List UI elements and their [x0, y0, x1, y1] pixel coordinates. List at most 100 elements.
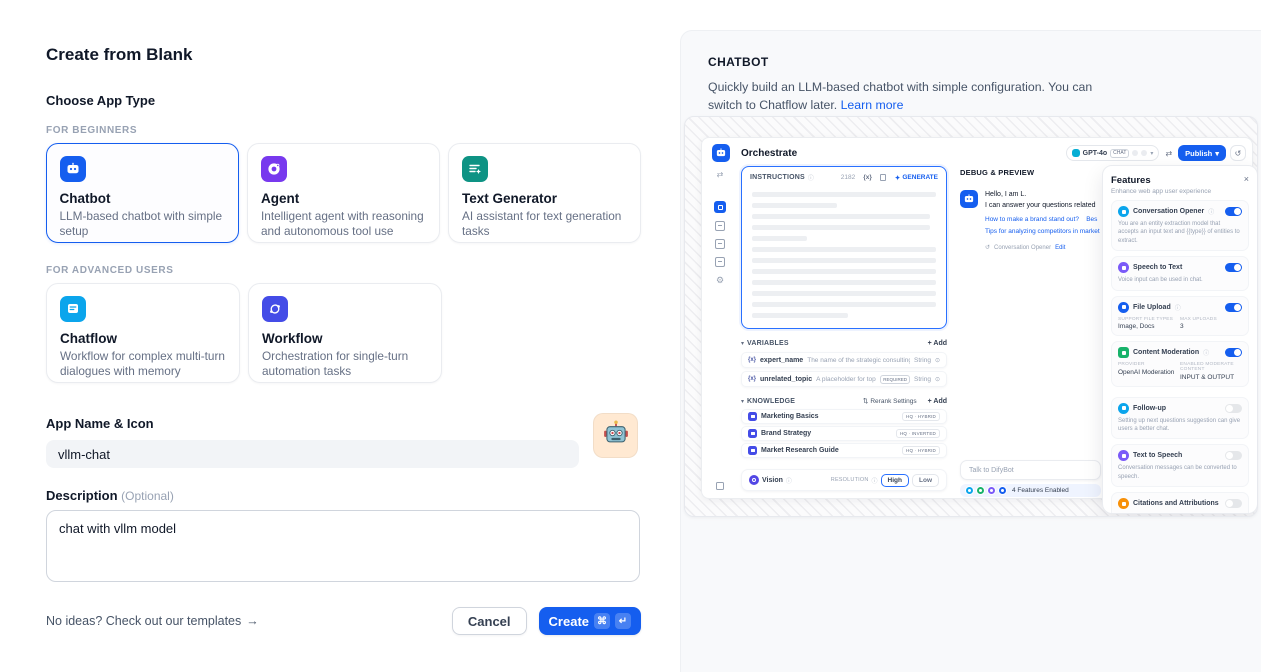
add-variable-button[interactable]: + Add: [927, 339, 947, 347]
feature-mini-icon: [998, 486, 1007, 495]
info-icon: ⓘ: [1174, 305, 1181, 312]
sidebar-doc-icon[interactable]: [715, 239, 725, 249]
feature-item-file-upload[interactable]: File Upload ⓘ SUPPORT FILE TYPES Image, D…: [1111, 295, 1249, 337]
toggle-off[interactable]: [1225, 451, 1242, 461]
preview-description: Quickly build an LLM-based chatbot with …: [708, 80, 1093, 113]
choose-app-type-heading: Choose App Type: [46, 93, 156, 108]
index-mode-badge: HQ · HYBRID: [902, 446, 940, 455]
cancel-button[interactable]: Cancel: [451, 607, 527, 635]
feature-item-speech-to-text[interactable]: Speech to Text Voice input can be used i…: [1111, 256, 1249, 291]
gear-icon[interactable]: ⚙: [715, 275, 725, 285]
variable-row[interactable]: {x} unrelated_topic A placeholder for to…: [741, 371, 947, 387]
config-column: INSTRUCTIONS ⓘ 2182 {x} ✦ GENERATE: [741, 166, 947, 491]
orchestrate-title: Orchestrate: [741, 147, 798, 159]
variables-section-header: ▾ VARIABLES + Add: [741, 339, 947, 347]
learn-more-link[interactable]: Learn more: [840, 98, 904, 113]
text-generator-icon: [462, 156, 488, 182]
app-type-card-chatbot[interactable]: Chatbot LLM-based chatbot with simple se…: [46, 143, 239, 243]
sidebar-note-icon[interactable]: [715, 257, 725, 267]
variable-row[interactable]: {x} expert_name The name of the strategi…: [741, 352, 947, 368]
app-type-description: Intelligent agent with reasoning and aut…: [261, 209, 424, 239]
microphone-icon: [1118, 262, 1129, 274]
knowledge-row[interactable]: Marketing Basics HQ · HYBRID: [741, 409, 947, 424]
sparkle-icon: ✦: [894, 174, 901, 182]
variable-icon[interactable]: {x}: [863, 174, 872, 181]
toggle-on[interactable]: [1225, 263, 1242, 273]
tune-icon[interactable]: ⇄: [1165, 148, 1173, 158]
resolution-high-button[interactable]: High: [880, 473, 909, 487]
suggestion-link[interactable]: How to make a brand stand out? Bes: [985, 216, 1098, 223]
create-button[interactable]: Create ⌘ ↵: [538, 607, 641, 635]
knowledge-section-header: ▾ KNOWLEDGE ⇅ Rerank Settings + Add: [741, 397, 947, 406]
rerank-icon: ⇅: [862, 398, 869, 405]
knowledge-doc-icon: [748, 412, 757, 421]
publish-button[interactable]: Publish ▾: [1178, 145, 1226, 161]
close-icon[interactable]: ×: [1243, 174, 1249, 184]
instructions-panel[interactable]: INSTRUCTIONS ⓘ 2182 {x} ✦ GENERATE: [741, 166, 947, 329]
app-type-card-agent[interactable]: Agent Intelligent agent with reasoning a…: [247, 143, 440, 243]
toggle-on[interactable]: [1225, 348, 1242, 358]
toggle-off[interactable]: [1225, 499, 1242, 509]
frame-icon: [716, 482, 724, 490]
app-name-input[interactable]: [46, 440, 579, 468]
beginner-app-type-cards: Chatbot LLM-based chatbot with simple se…: [46, 143, 641, 243]
robot-emoji-icon: [602, 419, 630, 452]
app-type-description: LLM-based chatbot with simple setup: [59, 208, 223, 238]
feature-item-citations[interactable]: Citations and Attributions Show source d…: [1111, 492, 1249, 513]
model-selector[interactable]: GPT-4o CHAT ▾: [1065, 145, 1160, 161]
required-badge: REQUIRED: [880, 374, 910, 384]
app-icon-picker[interactable]: [593, 413, 638, 458]
chevron-down-icon[interactable]: ▾: [741, 340, 745, 347]
beginners-group-label: FOR BEGINNERS: [46, 125, 138, 136]
bot-message: Hello, I am L. I can answer your questio…: [960, 190, 1106, 251]
follow-up-icon: [1118, 402, 1129, 414]
sidebar-item-selected[interactable]: [714, 201, 726, 213]
app-type-description: AI assistant for text generation tasks: [462, 209, 622, 239]
templates-link[interactable]: No ideas? Check out our templates →: [46, 614, 259, 628]
knowledge-doc-icon: [748, 446, 757, 455]
feature-item-content-moderation[interactable]: Content Moderation ⓘ PROVIDER OpenAI Mode…: [1111, 341, 1249, 387]
features-enabled-bar[interactable]: 4 Features Enabled: [960, 484, 1101, 497]
model-setting-icon: [1141, 150, 1148, 156]
chevron-down-icon[interactable]: ▾: [741, 398, 745, 405]
copy-icon[interactable]: [879, 174, 886, 181]
toggle-off[interactable]: [1225, 403, 1242, 413]
edit-opener-link[interactable]: Edit: [1055, 244, 1066, 251]
feature-item-conversation-opener[interactable]: Conversation Opener ⓘ You are an entity …: [1111, 200, 1249, 252]
chevron-down-icon: ▾: [1215, 148, 1219, 158]
toggle-on[interactable]: [1225, 302, 1242, 312]
citations-icon: [1118, 498, 1129, 510]
info-icon: ⓘ: [1208, 210, 1215, 216]
knowledge-row[interactable]: Brand Strategy HQ · INVERTED: [741, 426, 947, 441]
add-knowledge-button[interactable]: + Add: [927, 397, 947, 405]
feature-mini-icon: [965, 486, 974, 495]
chevron-down-icon: ▾: [1150, 150, 1154, 157]
moderation-icon: [1118, 347, 1129, 359]
workflow-icon: [262, 296, 288, 322]
eye-icon: ⊙: [934, 376, 940, 383]
feature-item-follow-up[interactable]: Follow-up Setting up next questions sugg…: [1111, 396, 1249, 440]
sidebar-image-icon[interactable]: [715, 221, 725, 231]
feature-item-text-to-speech[interactable]: Text to Speech Conversation messages can…: [1111, 444, 1249, 488]
app-type-card-text-generator[interactable]: Text Generator AI assistant for text gen…: [448, 143, 641, 243]
app-robot-icon: [712, 144, 730, 162]
swap-icon[interactable]: ⇄: [716, 170, 724, 179]
chat-input[interactable]: Talk to DifyBot: [960, 460, 1101, 480]
app-type-card-chatflow[interactable]: Chatflow Workflow for complex multi-turn…: [46, 283, 240, 383]
resolution-low-button[interactable]: Low: [912, 473, 939, 487]
feature-mini-icon: [976, 486, 985, 495]
knowledge-row[interactable]: Market Research Guide HQ · HYBRID: [741, 443, 947, 458]
app-type-card-workflow[interactable]: Workflow Orchestration for single-turn a…: [248, 283, 442, 383]
app-type-title: Text Generator: [462, 191, 558, 206]
info-icon: ⓘ: [1203, 351, 1210, 358]
create-app-modal: Create from Blank Choose App Type FOR BE…: [46, 45, 641, 635]
app-type-description: Workflow for complex multi-turn dialogue…: [60, 349, 225, 379]
generate-button[interactable]: ✦ GENERATE: [894, 174, 938, 182]
toggle-on[interactable]: [1225, 207, 1242, 216]
rerank-settings-button[interactable]: ⇅ Rerank Settings: [862, 397, 917, 406]
history-icon[interactable]: ↺: [1230, 145, 1246, 161]
description-textarea[interactable]: chat with vllm model: [46, 510, 640, 582]
suggestion-link[interactable]: Tips for analyzing competitors in market: [985, 228, 1100, 235]
model-setting-icon: [1132, 150, 1139, 156]
agent-icon: [261, 156, 287, 182]
